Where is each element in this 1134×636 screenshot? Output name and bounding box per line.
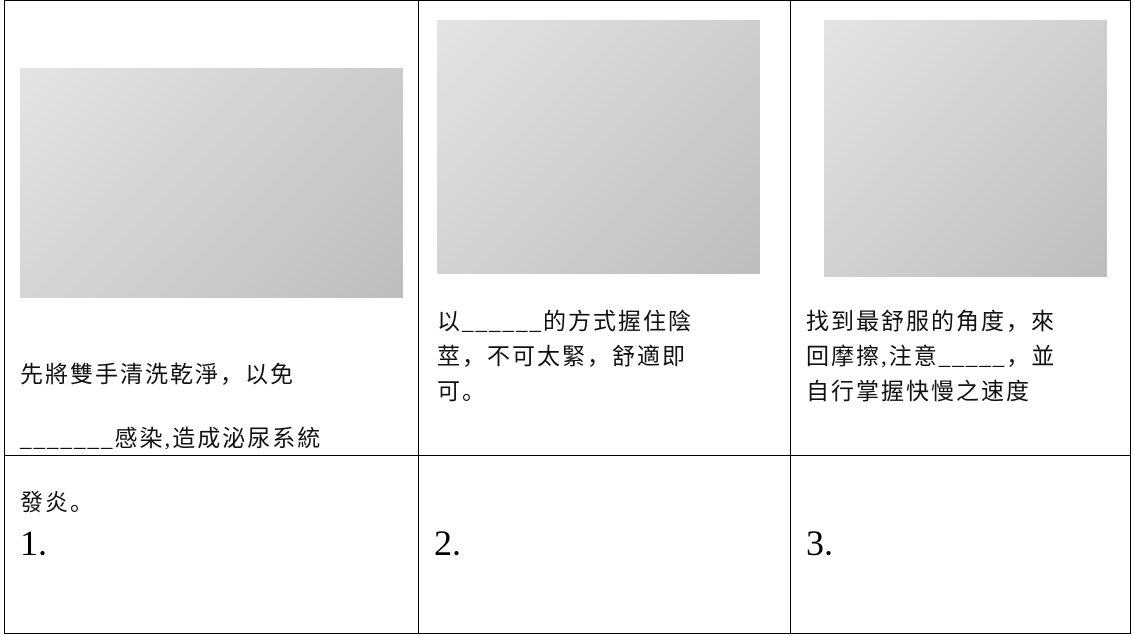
step-number: 1. [20, 523, 47, 563]
border [790, 0, 791, 634]
cell-text: 自行掌握快慢之速度 [806, 379, 1031, 404]
image [20, 68, 403, 298]
cell-text: 回摩擦,注意_____，並 [806, 344, 1057, 369]
cell-text: 可。 [437, 379, 487, 404]
cell-text: 先將雙手清洗乾淨，以免 [20, 362, 295, 387]
border [1130, 0, 1131, 634]
cell-text: 找到最舒服的角度，來 [806, 309, 1056, 334]
cell-text: _______感染,造成泌尿系統 [20, 426, 323, 451]
image [437, 20, 760, 274]
image [824, 20, 1107, 277]
border [418, 0, 419, 634]
cell-text: 發炎。 [20, 490, 95, 515]
step-number: 3. [806, 523, 833, 563]
border [4, 455, 1131, 456]
cell-text: 莖，不可太緊，舒適即 [437, 344, 687, 369]
border [4, 633, 1131, 634]
border [4, 0, 1131, 1]
cell-text: 以______的方式握住陰 [437, 309, 693, 334]
border [4, 0, 5, 634]
step-number: 2. [434, 523, 461, 563]
